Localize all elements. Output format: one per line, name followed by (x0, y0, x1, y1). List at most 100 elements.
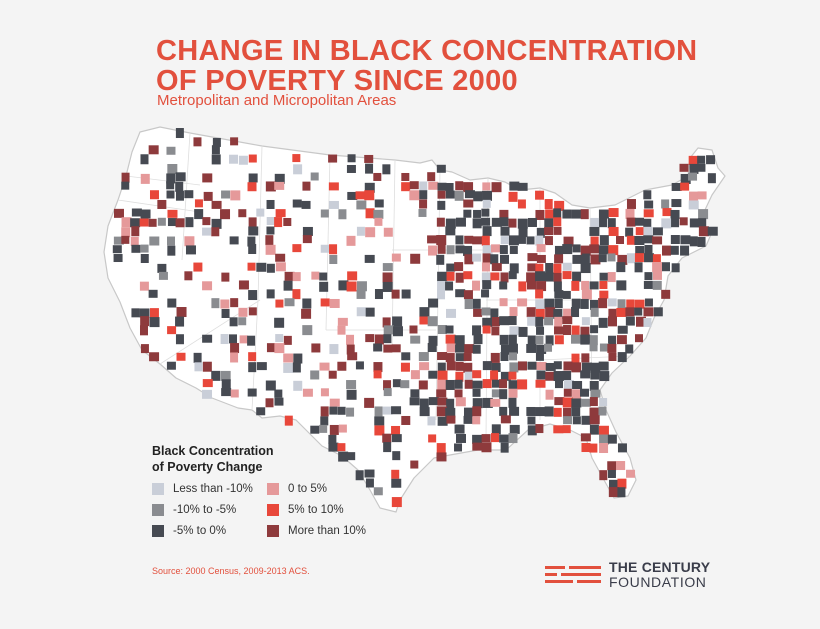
county-area (643, 226, 653, 237)
county-area (337, 317, 348, 326)
county-area (626, 217, 636, 227)
county-area (608, 479, 618, 488)
county-area (608, 353, 617, 362)
county-area (626, 469, 636, 478)
county-area (266, 263, 275, 273)
county-area (275, 253, 286, 262)
legend-swatch (152, 525, 164, 537)
county-area (391, 434, 402, 443)
county-area (158, 271, 168, 280)
county-area (599, 218, 608, 228)
county-area (554, 316, 563, 327)
county-area (202, 361, 212, 372)
county-area (580, 209, 589, 220)
county-area (481, 235, 490, 246)
century-foundation-logo: THE CENTURY FOUNDATION (545, 560, 710, 590)
county-area (517, 182, 528, 191)
county-area (329, 298, 340, 308)
county-area (320, 244, 331, 253)
county-area (455, 181, 464, 191)
county-area (419, 199, 428, 209)
county-area (508, 371, 517, 380)
county-area (374, 334, 384, 345)
county-area (113, 254, 123, 263)
legend-title-line-1: Black Concentration (152, 444, 274, 458)
county-area (562, 209, 572, 219)
county-area (599, 434, 610, 445)
county-area (445, 226, 456, 236)
county-area (689, 236, 698, 247)
county-area (554, 335, 564, 345)
county-area (175, 334, 184, 345)
county-area (607, 298, 617, 307)
county-area (328, 182, 339, 191)
county-area (544, 227, 554, 236)
county-area (482, 199, 491, 208)
county-area (472, 298, 481, 309)
county-area (608, 335, 617, 346)
county-area (535, 352, 544, 361)
county-area (616, 307, 627, 317)
county-area (544, 343, 553, 352)
county-area (382, 406, 393, 415)
county-area (185, 217, 194, 228)
county-area (518, 326, 528, 337)
county-area (563, 308, 572, 318)
county-area (437, 281, 448, 291)
county-area (338, 209, 347, 220)
county-area (284, 298, 295, 307)
county-area (374, 406, 383, 417)
county-area (526, 272, 537, 283)
county-area (374, 416, 385, 426)
county-area (509, 307, 518, 317)
county-area (661, 289, 671, 299)
county-area (536, 244, 546, 253)
county-area (491, 217, 502, 227)
county-area (464, 371, 473, 380)
county-area (535, 289, 544, 299)
county-area (554, 397, 565, 406)
county-area (167, 209, 178, 218)
county-area (310, 370, 320, 380)
county-area (400, 380, 410, 389)
county-area (562, 290, 571, 299)
county-area (697, 236, 706, 247)
county-area (545, 335, 554, 346)
county-area (446, 308, 457, 318)
county-area (499, 389, 508, 400)
legend-label: 5% to 10% (288, 504, 344, 516)
county-area (472, 218, 482, 229)
county-area (482, 397, 493, 408)
county-area (320, 388, 329, 397)
county-area (248, 352, 257, 362)
county-area (266, 226, 275, 235)
county-area (472, 398, 483, 409)
county-area (517, 298, 528, 307)
county-area (347, 452, 356, 461)
county-area (176, 307, 187, 318)
county-area (472, 406, 482, 417)
county-area (274, 397, 284, 406)
county-area (347, 154, 356, 163)
county-area (535, 407, 546, 417)
county-area (563, 325, 572, 336)
county-area (679, 163, 689, 172)
county-area (238, 307, 248, 317)
county-area (437, 362, 446, 373)
county-area (382, 317, 391, 328)
county-area (166, 190, 175, 199)
county-area (554, 200, 565, 211)
county-area (581, 289, 592, 300)
county-area (581, 253, 590, 264)
county-area (491, 244, 501, 253)
county-area (283, 353, 294, 363)
county-area (346, 389, 357, 400)
county-area (508, 397, 517, 408)
county-area (599, 398, 608, 407)
county-area (149, 190, 159, 200)
county-area (697, 191, 707, 200)
county-area (356, 289, 366, 299)
county-area (499, 379, 508, 389)
county-area (580, 398, 591, 407)
legend-grid: Less than -10% 0 to 5% -10% to -5% 5% to… (152, 483, 412, 537)
